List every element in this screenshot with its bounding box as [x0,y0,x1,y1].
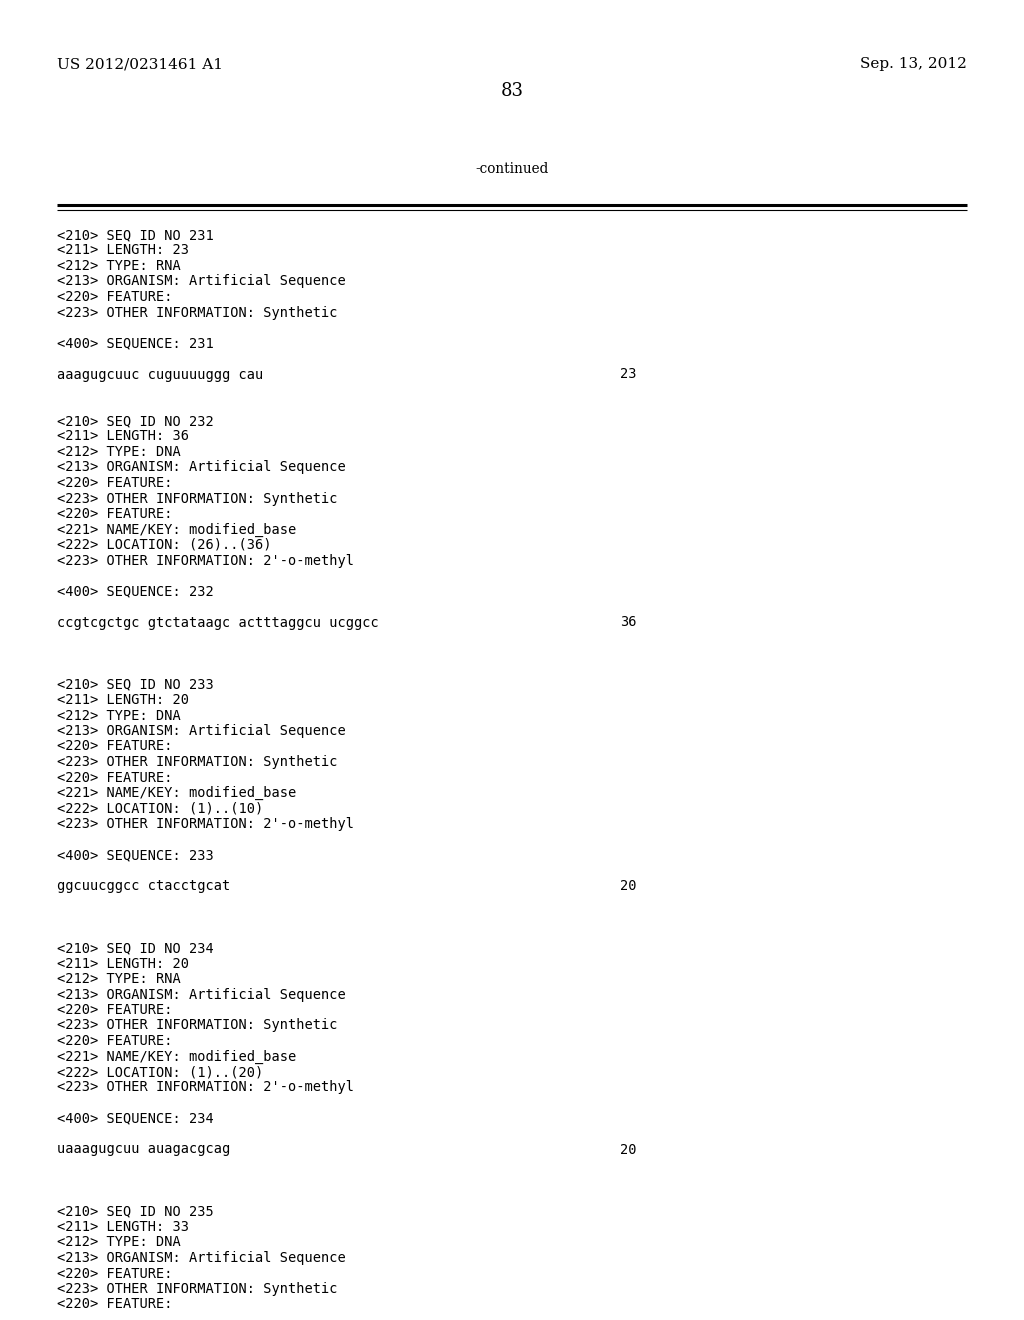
Text: <212> TYPE: DNA: <212> TYPE: DNA [57,709,181,722]
Text: Sep. 13, 2012: Sep. 13, 2012 [860,57,967,71]
Text: <221> NAME/KEY: modified_base: <221> NAME/KEY: modified_base [57,523,296,537]
Text: <400> SEQUENCE: 232: <400> SEQUENCE: 232 [57,585,214,598]
Text: <222> LOCATION: (26)..(36): <222> LOCATION: (26)..(36) [57,539,271,552]
Text: <212> TYPE: RNA: <212> TYPE: RNA [57,259,181,273]
Text: <211> LENGTH: 20: <211> LENGTH: 20 [57,957,189,970]
Text: <210> SEQ ID NO 235: <210> SEQ ID NO 235 [57,1204,214,1218]
Text: <221> NAME/KEY: modified_base: <221> NAME/KEY: modified_base [57,785,296,800]
Text: <220> FEATURE:: <220> FEATURE: [57,1034,172,1048]
Text: ggcuucggcc ctacctgcat: ggcuucggcc ctacctgcat [57,879,230,894]
Text: <220> FEATURE:: <220> FEATURE: [57,739,172,754]
Text: <400> SEQUENCE: 234: <400> SEQUENCE: 234 [57,1111,214,1126]
Text: <223> OTHER INFORMATION: Synthetic: <223> OTHER INFORMATION: Synthetic [57,1019,338,1032]
Text: -continued: -continued [475,162,549,176]
Text: <400> SEQUENCE: 233: <400> SEQUENCE: 233 [57,847,214,862]
Text: <211> LENGTH: 23: <211> LENGTH: 23 [57,243,189,257]
Text: <211> LENGTH: 36: <211> LENGTH: 36 [57,429,189,444]
Text: <223> OTHER INFORMATION: Synthetic: <223> OTHER INFORMATION: Synthetic [57,755,338,770]
Text: <210> SEQ ID NO 233: <210> SEQ ID NO 233 [57,677,214,692]
Text: <223> OTHER INFORMATION: 2'-o-methyl: <223> OTHER INFORMATION: 2'-o-methyl [57,817,354,832]
Text: <220> FEATURE:: <220> FEATURE: [57,771,172,784]
Text: <222> LOCATION: (1)..(10): <222> LOCATION: (1)..(10) [57,801,263,816]
Text: <210> SEQ ID NO 231: <210> SEQ ID NO 231 [57,228,214,242]
Text: <223> OTHER INFORMATION: 2'-o-methyl: <223> OTHER INFORMATION: 2'-o-methyl [57,553,354,568]
Text: <220> FEATURE:: <220> FEATURE: [57,290,172,304]
Text: <210> SEQ ID NO 234: <210> SEQ ID NO 234 [57,941,214,954]
Text: US 2012/0231461 A1: US 2012/0231461 A1 [57,57,223,71]
Text: <212> TYPE: DNA: <212> TYPE: DNA [57,1236,181,1250]
Text: <220> FEATURE:: <220> FEATURE: [57,1003,172,1016]
Text: <213> ORGANISM: Artificial Sequence: <213> ORGANISM: Artificial Sequence [57,987,346,1002]
Text: <213> ORGANISM: Artificial Sequence: <213> ORGANISM: Artificial Sequence [57,461,346,474]
Text: <213> ORGANISM: Artificial Sequence: <213> ORGANISM: Artificial Sequence [57,1251,346,1265]
Text: <223> OTHER INFORMATION: Synthetic: <223> OTHER INFORMATION: Synthetic [57,491,338,506]
Text: <220> FEATURE:: <220> FEATURE: [57,507,172,521]
Text: <221> NAME/KEY: modified_base: <221> NAME/KEY: modified_base [57,1049,296,1064]
Text: <400> SEQUENCE: 231: <400> SEQUENCE: 231 [57,337,214,351]
Text: 20: 20 [620,879,637,894]
Text: <211> LENGTH: 33: <211> LENGTH: 33 [57,1220,189,1234]
Text: <212> TYPE: RNA: <212> TYPE: RNA [57,972,181,986]
Text: <223> OTHER INFORMATION: Synthetic: <223> OTHER INFORMATION: Synthetic [57,1282,338,1296]
Text: <212> TYPE: DNA: <212> TYPE: DNA [57,445,181,459]
Text: <220> FEATURE:: <220> FEATURE: [57,1298,172,1312]
Text: 36: 36 [620,615,637,630]
Text: 83: 83 [501,82,523,100]
Text: 20: 20 [620,1143,637,1156]
Text: 23: 23 [620,367,637,381]
Text: <213> ORGANISM: Artificial Sequence: <213> ORGANISM: Artificial Sequence [57,723,346,738]
Text: <210> SEQ ID NO 232: <210> SEQ ID NO 232 [57,414,214,428]
Text: <223> OTHER INFORMATION: Synthetic: <223> OTHER INFORMATION: Synthetic [57,305,338,319]
Text: <220> FEATURE:: <220> FEATURE: [57,1266,172,1280]
Text: <220> FEATURE:: <220> FEATURE: [57,477,172,490]
Text: uaaagugcuu auagacgcag: uaaagugcuu auagacgcag [57,1143,230,1156]
Text: <213> ORGANISM: Artificial Sequence: <213> ORGANISM: Artificial Sequence [57,275,346,289]
Text: aaagugcuuc cuguuuuggg cau: aaagugcuuc cuguuuuggg cau [57,367,263,381]
Text: <211> LENGTH: 20: <211> LENGTH: 20 [57,693,189,708]
Text: <222> LOCATION: (1)..(20): <222> LOCATION: (1)..(20) [57,1065,263,1078]
Text: ccgtcgctgc gtctataagc actttaggcu ucggcc: ccgtcgctgc gtctataagc actttaggcu ucggcc [57,615,379,630]
Text: <223> OTHER INFORMATION: 2'-o-methyl: <223> OTHER INFORMATION: 2'-o-methyl [57,1081,354,1094]
